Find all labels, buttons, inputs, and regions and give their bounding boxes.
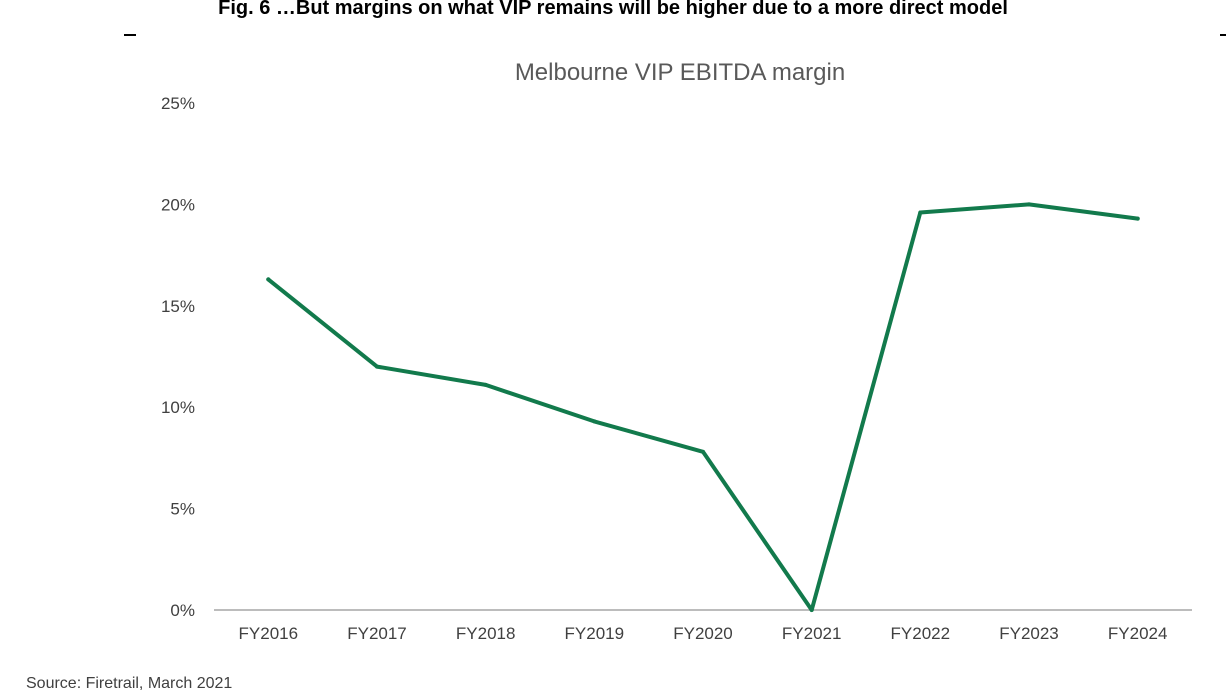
x-axis-tick-labels: FY2016 FY2017 FY2018 FY2019 FY2020 FY2021 FY20…	[239, 624, 1168, 643]
y-tick-label: 25%	[161, 94, 195, 113]
title-rule-left	[124, 34, 136, 36]
x-tick-label: FY2019	[565, 624, 625, 643]
y-axis-tick-labels: 0% 5% 10% 15% 20% 25%	[161, 94, 195, 620]
data-point-fy2022	[918, 210, 923, 215]
data-point-fy2019	[592, 419, 597, 424]
data-point-fy2016	[266, 277, 271, 282]
data-point-fy2023	[1027, 202, 1031, 207]
data-point-fy2018	[483, 382, 488, 387]
y-tick-label: 10%	[161, 398, 195, 417]
x-tick-label: FY2020	[673, 624, 733, 643]
x-tick-label: FY2021	[782, 624, 842, 643]
y-tick-label: 15%	[161, 297, 195, 316]
x-tick-label: FY2022	[891, 624, 951, 643]
data-point-fy2021	[809, 608, 814, 612]
ebitda-margin-chart: Melbourne VIP EBITDA margin 0% 5% 10% 15% 20…	[161, 59, 1192, 643]
figure-title: Fig. 6 …But margins on what VIP remains …	[218, 0, 1008, 19]
y-tick-label: 20%	[161, 195, 195, 214]
data-point-fy2024	[1135, 216, 1140, 221]
chart-title: Melbourne VIP EBITDA margin	[515, 59, 845, 86]
y-tick-label: 5%	[170, 500, 195, 519]
series-line-ebitda-margin	[266, 202, 1140, 612]
source-note: Source: Firetrail, March 2021	[26, 675, 233, 692]
x-tick-label: FY2018	[456, 624, 516, 643]
data-point-fy2017	[375, 364, 379, 369]
x-tick-label: FY2023	[999, 624, 1059, 643]
x-tick-label: FY2024	[1108, 624, 1168, 643]
x-tick-label: FY2017	[347, 624, 407, 643]
x-tick-label: FY2016	[239, 624, 299, 643]
y-tick-label: 0%	[170, 601, 195, 620]
data-point-fy2020	[701, 449, 705, 454]
series-points	[266, 202, 1140, 612]
title-rule-right	[1220, 34, 1226, 36]
